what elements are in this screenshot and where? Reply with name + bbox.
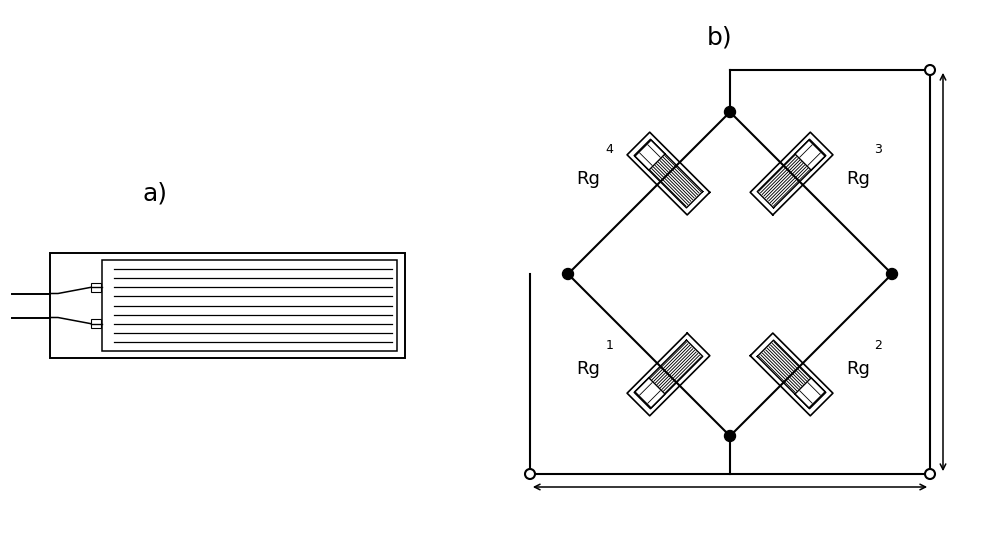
Bar (102, 260, 397, 351)
Circle shape (724, 106, 736, 117)
Text: Rg: Rg (847, 169, 870, 187)
Circle shape (925, 65, 935, 75)
Text: a): a) (143, 181, 168, 205)
Bar (91, 283, 101, 292)
Text: Rg: Rg (577, 361, 600, 379)
Text: 2: 2 (875, 339, 882, 352)
Circle shape (562, 269, 574, 279)
Text: 1: 1 (605, 339, 613, 352)
Circle shape (887, 269, 898, 279)
Text: b): b) (707, 26, 733, 50)
Text: 3: 3 (875, 142, 882, 156)
Circle shape (525, 469, 535, 479)
Bar (91, 319, 101, 328)
Circle shape (925, 469, 935, 479)
Text: 4: 4 (605, 142, 613, 156)
Text: Rg: Rg (847, 361, 870, 379)
Bar (50, 253, 405, 358)
Text: Rg: Rg (577, 169, 600, 187)
Circle shape (724, 431, 736, 442)
